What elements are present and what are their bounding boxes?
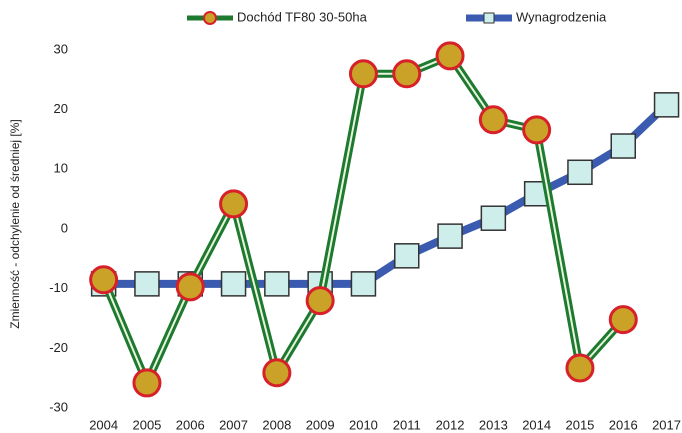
marker [478, 105, 508, 135]
y-tick-label: 10 [54, 161, 68, 176]
legend-label: Wynagrodzenia [516, 9, 607, 24]
marker [305, 286, 335, 316]
marker [435, 41, 465, 71]
marker [523, 181, 550, 207]
marker [350, 271, 377, 297]
marker [134, 271, 160, 297]
x-tick-label: 2009 [306, 417, 335, 432]
x-tick-label: 2010 [349, 417, 378, 432]
x-tick-label: 2015 [565, 417, 594, 432]
marker [264, 271, 290, 297]
marker [608, 305, 638, 335]
marker [565, 353, 595, 383]
legend-label: Dochód TF80 30-50ha [237, 9, 368, 24]
legend-marker [483, 12, 495, 24]
marker [653, 92, 680, 118]
x-tick-label: 2005 [132, 417, 161, 432]
x-tick-label: 2012 [436, 417, 465, 432]
legend-marker [203, 11, 217, 25]
x-tick-label: 2008 [262, 417, 291, 432]
x-tick-label: 2006 [176, 417, 205, 432]
y-tick-label: 0 [61, 220, 68, 235]
y-axis-label: Zmienność - odchylenie od średniej [%] [8, 119, 22, 328]
marker [522, 115, 552, 145]
x-tick-label: 2007 [219, 417, 248, 432]
marker [567, 159, 593, 186]
marker [394, 243, 420, 269]
y-tick-label: 20 [54, 101, 68, 116]
y-tick-label: 30 [54, 41, 68, 56]
marker [480, 205, 507, 231]
x-tick-label: 2011 [393, 417, 421, 432]
marker [89, 265, 119, 295]
series-line [99, 51, 627, 387]
marker [220, 271, 247, 297]
marker [219, 189, 249, 219]
x-tick-label: 2014 [522, 417, 551, 432]
series-line [103, 101, 670, 288]
marker [610, 133, 636, 159]
marker [175, 272, 205, 302]
x-tick-label: 2004 [89, 417, 118, 432]
x-tick-label: 2016 [609, 417, 638, 432]
y-tick-label: -10 [49, 280, 68, 295]
x-tick-label: 2013 [479, 417, 508, 432]
marker [262, 358, 292, 388]
marker [132, 368, 162, 398]
marker [348, 59, 378, 89]
x-tick-label: 2017 [652, 417, 681, 432]
marker [437, 223, 463, 249]
marker [392, 59, 422, 89]
y-tick-label: -20 [49, 340, 68, 355]
series-line-inner [102, 54, 624, 384]
y-tick-label: -30 [49, 399, 68, 414]
